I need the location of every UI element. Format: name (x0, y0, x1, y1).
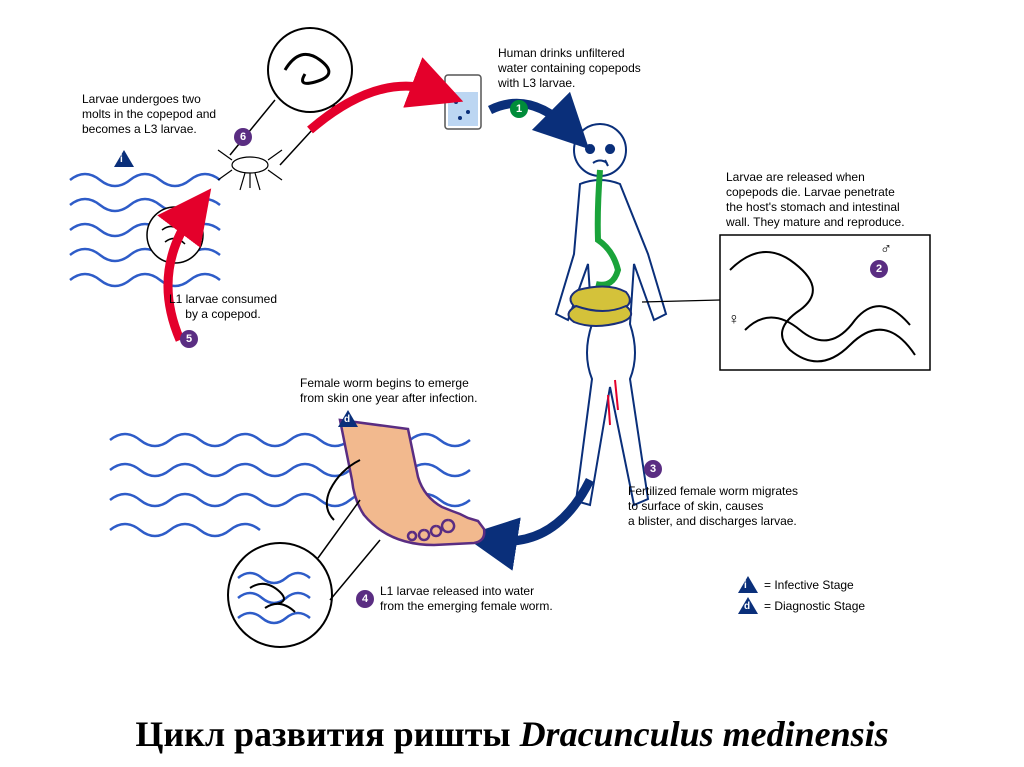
stage6-text: Larvae undergoes twomolts in the copepod… (82, 92, 242, 137)
legend-diagnostic: = Diagnostic Stage (764, 599, 865, 613)
stage2-text: Larvae are released whencopepods die. La… (726, 170, 946, 230)
stage4-badge: 4 (356, 590, 374, 608)
i-triangle-1: i (114, 150, 134, 167)
female-symbol: ♀ (728, 310, 740, 330)
glass-icon (445, 75, 481, 129)
stage3-text: Fertilized female worm migratesto surfac… (628, 484, 858, 529)
stage1-text: Human drinks unfilteredwater containing … (498, 46, 688, 91)
stage5-badge: 5 (180, 330, 198, 348)
legend-infective: = Infective Stage (764, 578, 854, 592)
foot-icon (327, 420, 484, 545)
stage4b-text: Female worm begins to emergefrom skin on… (300, 376, 510, 406)
copepod-icon (218, 150, 282, 190)
stage5-text: L1 larvae consumedby a copepod. (148, 292, 298, 322)
stage4-text: L1 larvae released into waterfrom the em… (380, 584, 590, 614)
stage6-badge: 6 (234, 128, 252, 146)
diagram-title: Цикл развития ришты Dracunculus medinens… (0, 713, 1024, 755)
lifecycle-diagram: Human drinks unfilteredwater containing … (0, 0, 1024, 767)
stage2-badge: 2 (870, 260, 888, 278)
male-symbol: ♂ (880, 240, 892, 260)
stage1-badge: 1 (510, 100, 528, 118)
stage3-badge: 3 (644, 460, 662, 478)
d-triangle-1: d (338, 410, 358, 427)
legend: i = Infective Stage d = Diagnostic Stage (738, 576, 865, 618)
human-body-icon (556, 124, 666, 505)
